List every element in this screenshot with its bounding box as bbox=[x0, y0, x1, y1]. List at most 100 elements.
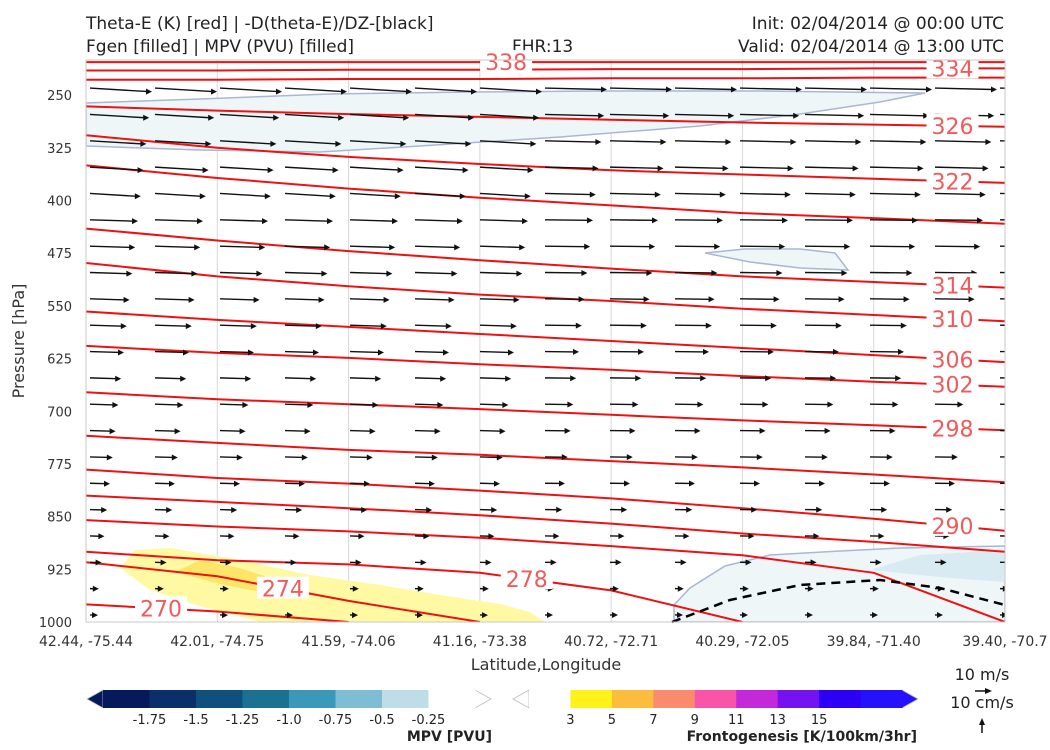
wind-arrowhead bbox=[1011, 507, 1017, 513]
wind-arrowhead bbox=[570, 375, 577, 382]
wind-vector bbox=[154, 140, 208, 145]
fgen-colorbar-tick: 15 bbox=[811, 713, 828, 728]
wind-arrowhead bbox=[779, 243, 786, 250]
wind-vector bbox=[349, 113, 406, 119]
wind-arrowhead bbox=[394, 193, 401, 200]
wind-arrowhead bbox=[423, 533, 430, 540]
wind-arrowhead bbox=[205, 140, 212, 147]
wind-vector bbox=[154, 324, 188, 327]
wind-arrowhead bbox=[355, 559, 362, 566]
contour-label-bg bbox=[500, 567, 553, 590]
wind-vector bbox=[414, 456, 434, 459]
y-axis-label: Pressure [hPa] bbox=[9, 284, 28, 399]
wind-vector bbox=[479, 429, 502, 432]
wind-arrowhead bbox=[592, 165, 599, 172]
wind-arrowhead bbox=[813, 533, 820, 540]
wind-arrowhead bbox=[587, 217, 593, 224]
mpv-colorbar-tick: -1.25 bbox=[226, 713, 260, 728]
wind-vector bbox=[934, 192, 982, 196]
wind-vector bbox=[349, 219, 395, 222]
wind-arrowhead bbox=[222, 612, 228, 619]
theta-e-contours bbox=[86, 61, 1005, 622]
wind-arrowhead bbox=[1031, 323, 1037, 329]
plot-area: 3383343303263223183143103063022982942902… bbox=[85, 50, 1050, 624]
wind-arrowhead bbox=[273, 114, 280, 121]
wind-vector bbox=[479, 113, 536, 119]
wind-vector bbox=[349, 192, 397, 197]
fgen-colorbar-tick: 5 bbox=[608, 713, 616, 728]
wind-vector bbox=[89, 350, 121, 354]
wind-arrowhead bbox=[202, 167, 209, 174]
wind-arrowhead bbox=[293, 533, 300, 540]
ref-horizontal-label: 10 m/s bbox=[955, 665, 1010, 684]
wind-vector bbox=[154, 87, 214, 93]
wind-vector bbox=[804, 87, 864, 91]
wind-arrowhead bbox=[250, 323, 257, 330]
mpv-colorbar: -1.75 -1.5 -1.25 -1.0 -0.75 -0.5 -0.25 bbox=[86, 689, 492, 728]
x-tick-label: 39.84, -71.40 bbox=[827, 634, 921, 650]
wind-arrowhead bbox=[1002, 585, 1005, 592]
wind-vector bbox=[219, 219, 265, 222]
wind-vector bbox=[479, 324, 513, 327]
wind-vector bbox=[154, 166, 205, 171]
wind-arrowhead bbox=[708, 296, 715, 303]
wind-arrowhead bbox=[618, 533, 625, 540]
x-tick-label: 40.29, -72.05 bbox=[695, 634, 789, 650]
wind-arrowhead bbox=[332, 167, 339, 174]
wind-arrowhead bbox=[573, 348, 579, 355]
wind-arrowhead bbox=[188, 296, 195, 303]
wind-arrowhead bbox=[742, 585, 749, 592]
wind-arrowhead bbox=[711, 269, 718, 276]
wind-vector bbox=[869, 166, 920, 170]
wind-arrowhead bbox=[601, 86, 607, 93]
wind-arrowhead bbox=[719, 191, 726, 198]
wind-arrowhead bbox=[584, 243, 591, 250]
wind-arrowhead bbox=[663, 112, 670, 119]
contour-label-302: 302 bbox=[931, 374, 973, 399]
wind-arrowhead bbox=[372, 401, 379, 408]
wind-arrowhead bbox=[838, 296, 845, 303]
wind-arrowhead bbox=[364, 480, 370, 487]
wind-arrowhead bbox=[239, 428, 246, 435]
wind-arrowhead bbox=[318, 296, 325, 303]
mpv-colorbar-swatch bbox=[242, 690, 290, 708]
y-tick-label: 475 bbox=[47, 247, 72, 262]
wind-arrowhead bbox=[92, 612, 98, 619]
wind-arrowhead bbox=[872, 612, 878, 619]
wind-vector bbox=[284, 324, 318, 327]
wind-vectors bbox=[89, 86, 1037, 619]
wind-arrowhead bbox=[567, 401, 574, 408]
mpv-colorbar-swatch bbox=[335, 690, 383, 708]
wind-arrowhead bbox=[440, 375, 447, 382]
wind-arrowhead bbox=[949, 480, 955, 487]
wind-arrowhead bbox=[530, 140, 537, 147]
wind-arrowhead bbox=[98, 533, 105, 540]
wind-arrowhead bbox=[505, 375, 512, 382]
wind-arrowhead bbox=[612, 612, 618, 619]
x-tick-label: 42.44, -75.44 bbox=[39, 634, 133, 650]
wind-arrowhead bbox=[914, 191, 921, 198]
wind-arrowhead bbox=[835, 322, 842, 329]
wind-arrowhead bbox=[731, 86, 737, 93]
wind-arrowhead bbox=[104, 480, 110, 487]
wind-vector bbox=[89, 271, 129, 275]
wind-arrowhead bbox=[454, 244, 461, 251]
fgen-colorbar-swatch bbox=[860, 690, 903, 708]
wind-vector bbox=[284, 298, 321, 301]
wind-arrowhead bbox=[816, 506, 823, 513]
wind-arrowhead bbox=[417, 585, 424, 592]
wind-arrowhead bbox=[160, 559, 167, 566]
wind-arrowhead bbox=[821, 454, 828, 461]
wind-vector bbox=[999, 192, 1005, 195]
wind-arrowhead bbox=[228, 533, 235, 540]
wind-arrowhead bbox=[652, 217, 658, 224]
wind-vector bbox=[219, 324, 253, 327]
wind-vector bbox=[89, 140, 143, 145]
wind-vector bbox=[674, 166, 725, 170]
wind-arrowhead bbox=[508, 349, 514, 356]
wind-arrowhead bbox=[499, 428, 506, 435]
fgen-colorbar-swatch bbox=[777, 690, 820, 708]
wind-vector bbox=[609, 87, 669, 91]
wind-arrowhead bbox=[547, 612, 553, 619]
wind-arrowhead bbox=[589, 191, 596, 198]
